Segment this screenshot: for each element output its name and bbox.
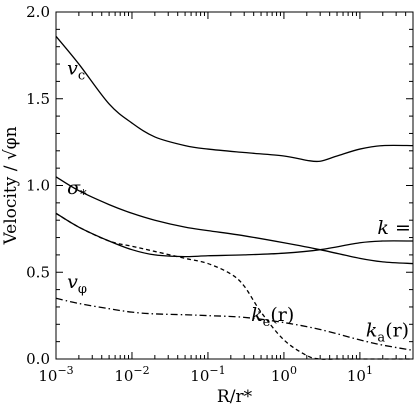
x-tick-base: 10 (114, 367, 133, 385)
plot-frame (55, 11, 414, 360)
y-tick-label: 1.0 (26, 177, 50, 195)
x-tick-exponent: −3 (57, 364, 73, 377)
series-line-0 (55, 35, 414, 163)
tick-marks (55, 11, 414, 360)
x-tick-exponent: −2 (133, 364, 149, 377)
series-line-1 (55, 176, 414, 265)
series-annotation: ke(r) (251, 304, 294, 330)
x-tick-base: 10 (38, 367, 57, 385)
y-axis-label: Velocity / √φn (1, 126, 21, 245)
x-tick-base: 10 (271, 367, 290, 385)
y-tick-label: 1.5 (26, 90, 50, 108)
x-tick-label: 10−3 (38, 364, 73, 385)
x-tick-label: 100 (271, 364, 297, 385)
series-annotation: σ* (67, 177, 87, 203)
x-tick-base: 10 (347, 367, 366, 385)
y-tick-label: 0.0 (26, 350, 50, 368)
x-tick-label: 10−1 (190, 364, 225, 385)
x-tick-base: 10 (190, 367, 209, 385)
series-lines (55, 35, 414, 360)
series-line-4 (55, 297, 414, 351)
x-axis-label: R/r* (217, 387, 253, 407)
y-tick-label: 0.5 (26, 263, 50, 281)
annotations: vc σ* k = 1 vφ ke(r) ka(r) (67, 57, 416, 345)
y-tick-label: 2.0 (26, 3, 50, 21)
series-line-3 (55, 212, 413, 360)
series-annotation: vc (67, 57, 85, 83)
x-tick-exponent: 1 (366, 364, 373, 377)
x-tick-label: 101 (347, 364, 373, 385)
x-tick-exponent: 0 (290, 364, 297, 377)
series-annotation: k = 1 (377, 217, 416, 239)
x-tick-label: 10−2 (114, 364, 149, 385)
series-line-2 (55, 212, 414, 258)
series-annotation: ka(r) (366, 319, 409, 345)
series-annotation: vφ (67, 271, 87, 297)
x-tick-exponent: −1 (209, 364, 225, 377)
